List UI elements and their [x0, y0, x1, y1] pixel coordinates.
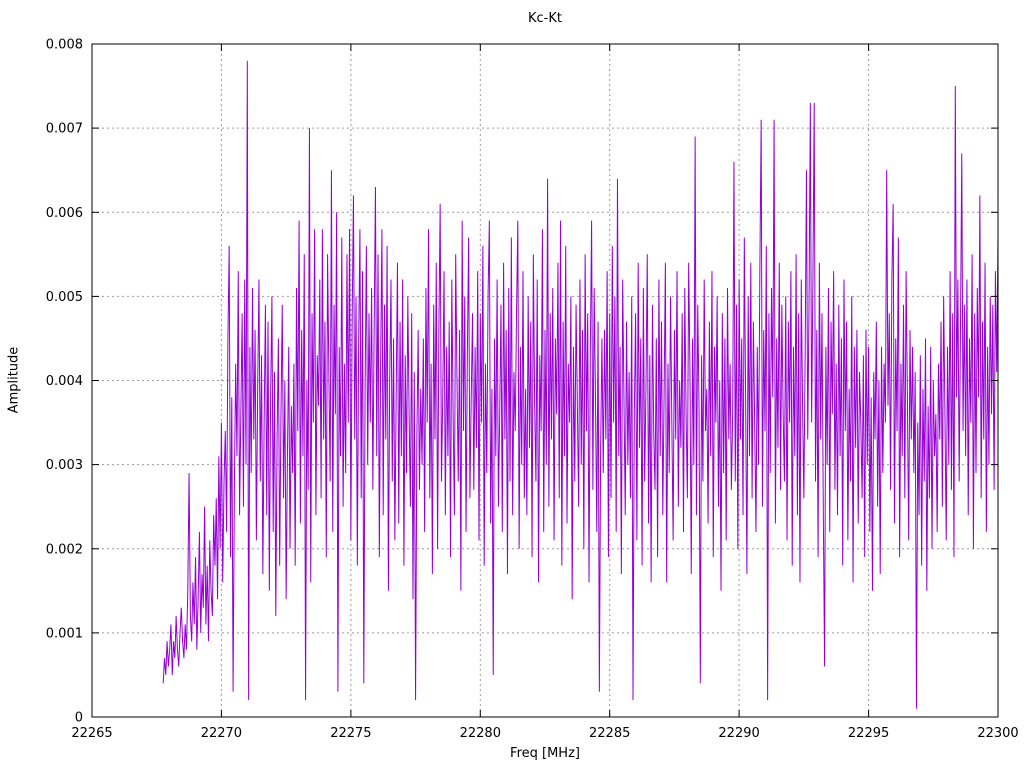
x-tick-label: 22275: [330, 726, 371, 741]
x-axis-label: Freq [MHz]: [510, 746, 580, 761]
y-tick-label: 0.007: [46, 122, 83, 137]
y-tick-label: 0.001: [46, 626, 83, 641]
x-tick-label: 22285: [589, 726, 630, 741]
x-tick-label: 22300: [977, 726, 1018, 741]
series-line: [162, 60, 999, 709]
y-tick-label: 0: [75, 711, 83, 726]
y-tick-label: 0.008: [46, 38, 83, 53]
x-tick-label: 22265: [71, 726, 112, 741]
y-tick-label: 0.006: [46, 206, 83, 221]
x-tick-label: 22270: [201, 726, 242, 741]
chart-title: Kc-Kt: [528, 11, 562, 26]
y-tick-label: 0.004: [46, 374, 83, 389]
x-tick-label: 22295: [848, 726, 889, 741]
y-axis-label: Amplitude: [6, 346, 22, 414]
y-tick-label: 0.003: [46, 458, 83, 473]
y-tick-label: 0.002: [46, 542, 83, 557]
x-tick-label: 22290: [718, 726, 759, 741]
y-tick-label: 0.005: [46, 290, 83, 305]
x-tick-label: 22280: [460, 726, 501, 741]
